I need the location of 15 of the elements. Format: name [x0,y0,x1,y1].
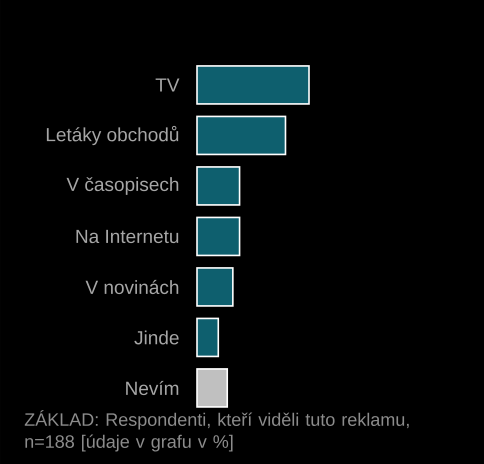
annotation: ZÁKLAD: Respondenti, kteří viděli tuto reklamu, n=188 [údaje v grafu v %] [24,410,409,452]
y-tick-label: Na Internetu [76,230,178,244]
bar [196,368,228,408]
y-tick-label: Jinde [134,330,179,344]
bar [196,267,234,307]
bar [196,116,286,156]
y-tick-label: Nevím [126,380,178,396]
y-tick-label: V časopisech [66,177,178,195]
bar [196,216,240,256]
y-tick-label: TV [156,78,180,92]
bar [196,166,240,206]
bar [196,65,310,105]
bar [196,318,220,358]
y-tick-label: Letáky obchodů [46,126,178,146]
y-tick-label: V novinách [86,280,178,294]
